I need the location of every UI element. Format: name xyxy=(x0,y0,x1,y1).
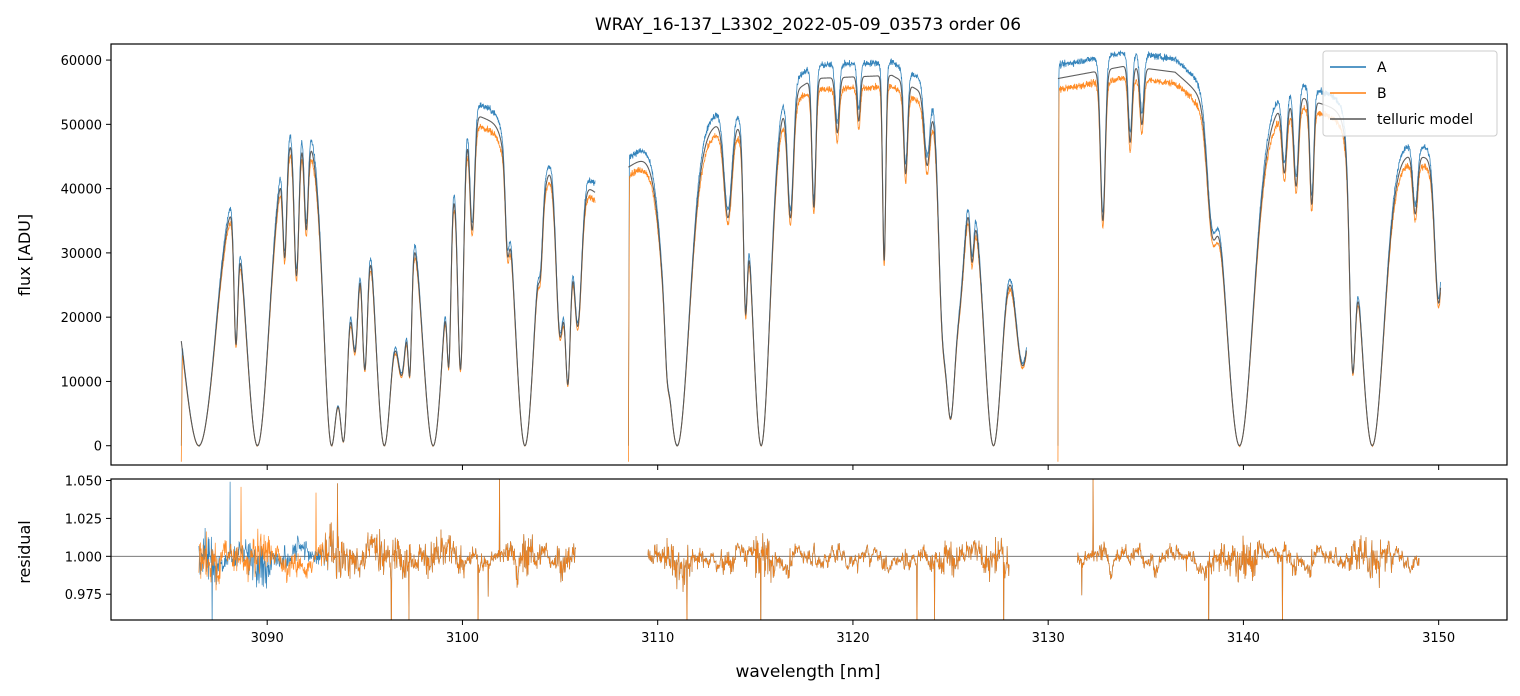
legend-label-telluric: telluric model xyxy=(1377,112,1473,128)
bottom-x-tick-label: 3110 xyxy=(641,631,674,646)
bottom-x-axis: 3090 3100 3110 3120 3130 3140 3150 xyxy=(251,620,1455,646)
bottom-x-tick-label: 3120 xyxy=(836,631,869,646)
chart-title: WRAY_16-137_L3302_2022-05-09_03573 order… xyxy=(595,15,1021,35)
top-x-axis xyxy=(266,465,1440,470)
bottom-x-tick-label: 3130 xyxy=(1032,631,1065,646)
top-y-tick-label: 50000 xyxy=(61,118,102,133)
bottom-axes-frame xyxy=(110,478,1508,621)
bottom-y-axis-label: residual xyxy=(15,520,34,583)
top-y-tick-label: 0 xyxy=(94,440,102,455)
top-y-tick-label: 60000 xyxy=(61,54,102,69)
bottom-x-tick-label: 3150 xyxy=(1422,631,1455,646)
bottom-x-tick-label: 3100 xyxy=(446,631,479,646)
bottom-y-tick-label: 0.975 xyxy=(65,588,102,603)
bottom-y-axis: 0.975 1.000 1.025 1.050 xyxy=(65,475,111,603)
top-y-axis-label: flux [ADU] xyxy=(15,214,34,296)
top-y-tick-label: 10000 xyxy=(61,375,102,390)
residual-line-b xyxy=(198,479,1420,620)
legend: A B telluric model xyxy=(1322,50,1498,137)
bottom-x-tick-label: 3140 xyxy=(1227,631,1260,646)
top-y-tick-label: 20000 xyxy=(61,311,102,326)
bottom-y-tick-label: 1.025 xyxy=(65,512,102,527)
top-panel: 0 10000 20000 30000 40000 50000 60000 flux [AD… xyxy=(15,43,1508,470)
x-axis-label: wavelength [nm] xyxy=(735,662,880,682)
top-y-tick-label: 30000 xyxy=(61,247,102,262)
top-plot-area xyxy=(180,50,1442,462)
legend-box xyxy=(1322,50,1498,137)
bottom-y-tick-label: 1.000 xyxy=(65,550,102,565)
bottom-x-tick-label: 3090 xyxy=(251,631,284,646)
series-line-telluric-model xyxy=(180,66,1442,447)
bottom-y-tick-label: 1.050 xyxy=(65,475,102,490)
top-axes-frame xyxy=(110,43,1508,466)
legend-label-b: B xyxy=(1377,86,1387,102)
bottom-panel: 0.975 1.000 1.025 1.050 3090 3100 3110 3120 313… xyxy=(15,475,1508,682)
top-y-axis: 0 10000 20000 30000 40000 50000 60000 xyxy=(61,54,111,455)
top-y-tick-label: 40000 xyxy=(61,183,102,198)
bottom-plot-area xyxy=(111,479,1507,620)
legend-label-a: A xyxy=(1377,60,1387,76)
